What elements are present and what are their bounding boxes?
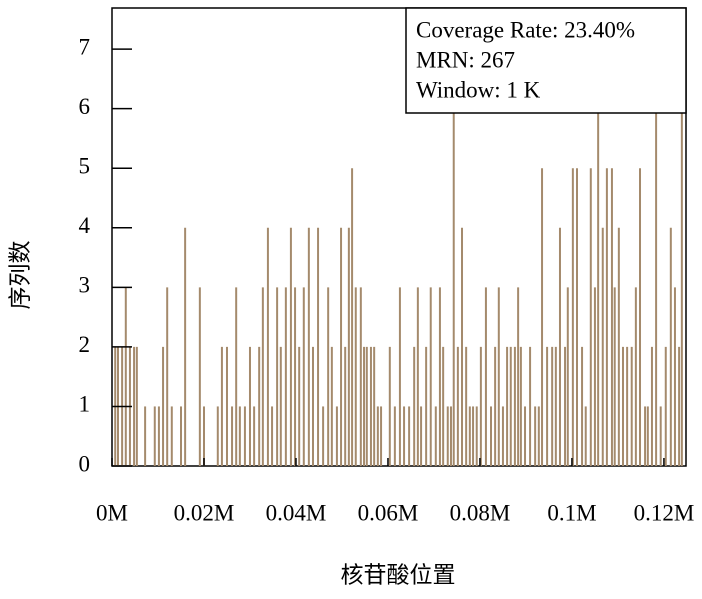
x-tick-label: 0M <box>96 500 128 525</box>
y-tick-label: 3 <box>79 273 91 298</box>
legend-box <box>405 7 687 114</box>
x-axis-label: 核苷酸位置 <box>341 562 456 587</box>
y-tick-label: 0 <box>79 451 91 476</box>
x-tick-label: 0.02M <box>174 500 235 525</box>
annotation: Coverage Rate: 23.40% <box>416 17 635 42</box>
annotation: Window: 1 K <box>416 77 541 102</box>
y-axis-label: 序列数 <box>7 241 32 310</box>
y-tick-label: 5 <box>79 153 91 178</box>
x-tick-label: 0.1M <box>547 500 596 525</box>
y-tick-label: 7 <box>79 34 91 59</box>
x-tick-label: 0.04M <box>266 500 327 525</box>
y-tick-label: 1 <box>79 392 91 417</box>
x-tick-label: 0.12M <box>634 500 695 525</box>
x-tick-label: 0.08M <box>450 500 511 525</box>
y-tick-label: 6 <box>79 94 91 119</box>
x-tick-label: 0.06M <box>358 500 419 525</box>
y-tick-label: 2 <box>79 332 91 357</box>
annotation: MRN: 267 <box>416 47 515 72</box>
y-tick-label: 4 <box>79 213 91 238</box>
